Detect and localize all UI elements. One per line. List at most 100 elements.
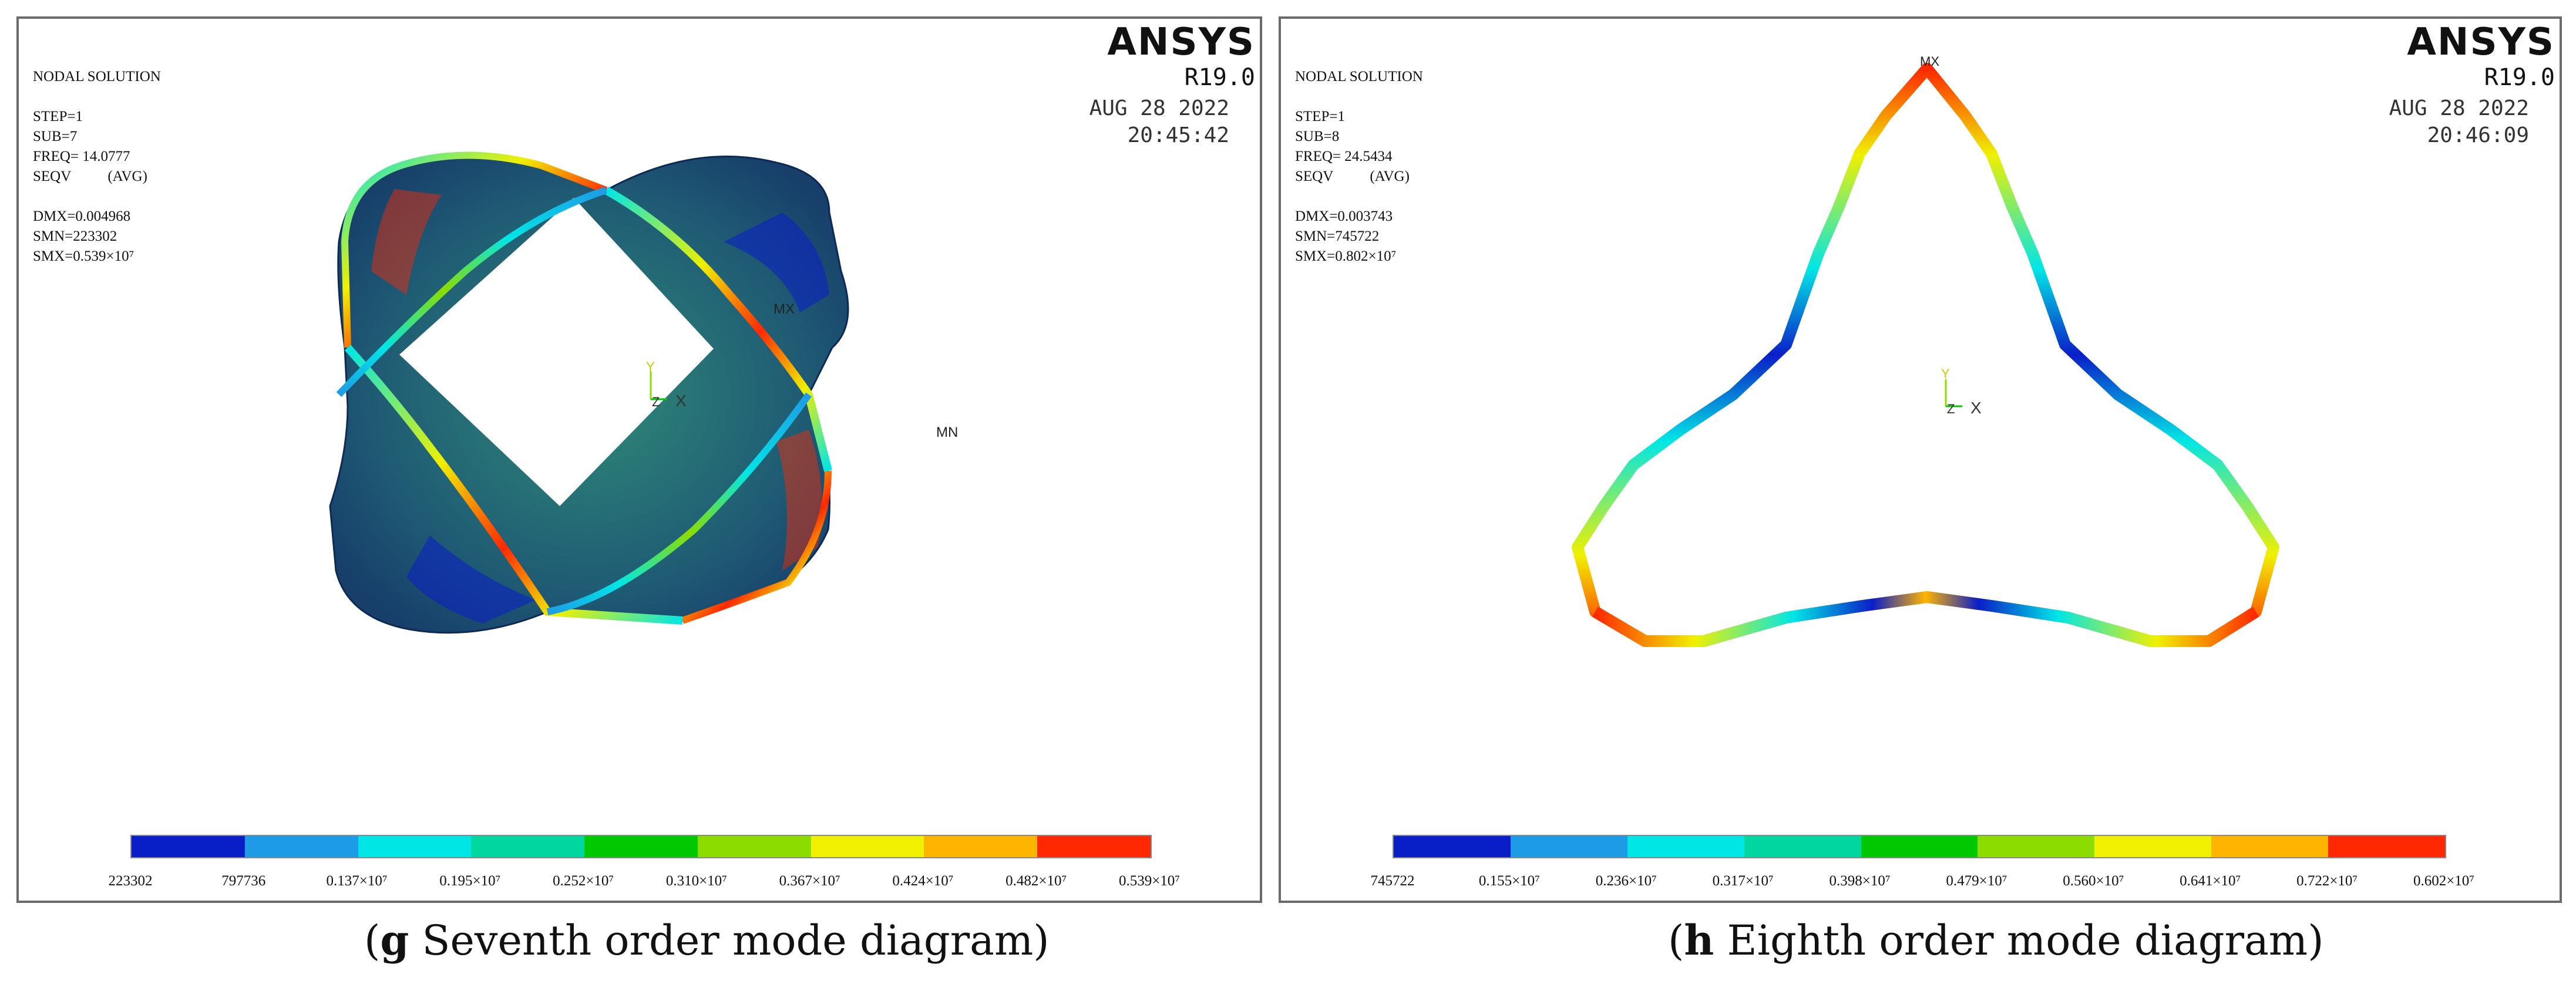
stress-patch [406,535,536,623]
stress-patch [776,430,822,571]
info-dmx: DMX=0.003743 [1295,208,1393,224]
info-title: NODAL SOLUTION [1295,69,1423,85]
time-label: 20:46:09 [2427,123,2529,147]
color-legend-bar [1393,835,2446,858]
brand-version: R19.0 [2484,64,2555,91]
axis-z-label: Z [1947,402,1955,416]
info-freq: FREQ= 14.0777 [33,149,130,164]
mode-plot-g: MX MN Y Z X [329,151,958,634]
legend-tick-label: 0.252×10⁷ [553,873,614,889]
info-sub: SUB=8 [1295,129,1340,144]
info-smn: SMN=223302 [33,228,117,244]
inner-opening [399,198,714,506]
caption-text: Eighth order mode diagram [1714,916,2308,965]
axis-y-label: Y [646,359,655,374]
brand-name: ANSYS [1107,21,1255,64]
color-legend-labels: 745722 0.155×10⁷ 0.236×10⁷ 0.317×10⁷ 0.398×1… [1371,873,2475,896]
panel-eighth-order: MX Y Z X NODAL SOLUTION STEP=1 SUB=8 FRE… [1279,16,2562,903]
legend-tick-label: 223302 [108,873,153,889]
info-smx: SMX=0.802×10⁷ [1295,248,1397,264]
legend-tick-label: 0.195×10⁷ [439,873,501,889]
legend-swatch [1978,836,2095,857]
legend-swatch [471,836,585,857]
caption-letter: h [1684,916,1714,965]
deformed-ring [1572,63,2279,647]
legend-swatch [697,836,811,857]
info-smn: SMN=745722 [1295,228,1380,244]
legend-tick-label: 0.539×10⁷ [1118,873,1181,889]
legend-tick-label: 0.641×10⁷ [2180,873,2241,889]
caption-g: (g Seventh order mode diagram) [364,916,1050,965]
axis-x-label: X [675,392,687,410]
legend-tick-label: 0.424×10⁷ [892,873,954,889]
legend-swatch [811,836,924,857]
info-seqv: SEQV (AVG) [1295,168,1410,184]
axis-triad: Y Z X [646,359,687,410]
info-step: STEP=1 [1295,109,1345,124]
date-label: AUG 28 2022 [1089,96,1229,120]
legend-tick-label: 0.155×10⁷ [1478,873,1540,889]
info-sub: SUB=7 [33,129,78,144]
solution-info: NODAL SOLUTION STEP=1 SUB=7 FREQ= 14.077… [33,67,161,267]
legend-tick-label: 0.722×10⁷ [2296,873,2358,889]
legend-tick-label: 797736 [221,873,266,889]
date-label: AUG 28 2022 [2389,96,2529,120]
solution-info: NODAL SOLUTION STEP=1 SUB=8 FREQ= 24.543… [1295,67,1423,267]
ansys-logo: ANSYS R19.0 [2407,20,2555,90]
max-marker: MX [1920,54,1939,69]
legend-swatch [244,836,358,857]
time-label: 20:45:42 [1127,123,1229,147]
stress-patch [371,189,442,295]
legend-swatch [2211,836,2329,857]
legend-tick-label: 0.560×10⁷ [2063,873,2124,889]
diagonal-band [344,345,683,625]
timestamp: AUG 28 2022 20:45:42 [1089,95,1229,149]
legend-swatch [2094,836,2212,857]
legend-swatch [358,836,472,857]
legend-swatch [1394,836,1511,857]
legend-tick-label: 0.317×10⁷ [1712,873,1774,889]
caption-letter: g [380,916,409,965]
caption-text: Seventh order mode diagram [409,916,1034,965]
stress-patch [724,213,829,312]
diagonal-band [336,187,607,397]
legend-swatch [1627,836,1744,857]
caption-h: (h Eighth order mode diagram) [1668,916,2324,965]
legend-tick-label: 0.479×10⁷ [1946,873,2007,889]
legend-tick-label: 0.602×10⁷ [2413,873,2475,889]
color-legend-labels: 223302 797736 0.137×10⁷ 0.195×10⁷ 0.252×10⁷ 0… [109,873,1181,896]
info-seqv: SEQV (AVG) [33,168,147,184]
legend-tick-label: 0.236×10⁷ [1595,873,1657,889]
legend-tick-label: 0.310×10⁷ [665,873,727,889]
outer-rim [681,470,832,624]
legend-tick-label: 0.482×10⁷ [1005,873,1067,889]
axis-x-label: X [1970,399,1982,417]
axis-y-label: Y [1941,366,1950,381]
legend-tick-label: 0.137×10⁷ [326,873,388,889]
outer-rim [341,151,608,348]
legend-swatch [132,836,245,857]
brand-name: ANSYS [2407,21,2555,64]
info-smx: SMX=0.539×10⁷ [33,248,134,264]
legend-swatch [2328,836,2446,857]
legend-swatch [924,836,1038,857]
ring-base-segment [1592,591,2259,647]
panel-seventh-order: MX MN Y Z X NODAL SOLUTION STEP=1 SUB=7 … [16,16,1262,903]
legend-tick-label: 0.398×10⁷ [1829,873,1891,889]
info-title: NODAL SOLUTION [33,69,161,85]
axis-z-label: Z [652,395,660,409]
info-freq: FREQ= 24.5434 [1295,149,1393,164]
color-legend-bar [130,835,1152,858]
info-step: STEP=1 [33,109,83,124]
legend-swatch [584,836,698,857]
legend-tick-label: 0.367×10⁷ [779,873,840,889]
diagonal-band [604,186,832,472]
timestamp: AUG 28 2022 20:46:09 [2389,95,2529,149]
legend-swatch [1037,836,1151,857]
legend-swatch [1744,836,1861,857]
legend-swatch [1510,836,1627,857]
legend-swatch [1861,836,1978,857]
mode-plot-h: MX Y Z X [1572,54,2279,647]
info-dmx: DMX=0.004968 [33,208,131,224]
ansys-logo: ANSYS R19.0 [1107,20,1255,90]
